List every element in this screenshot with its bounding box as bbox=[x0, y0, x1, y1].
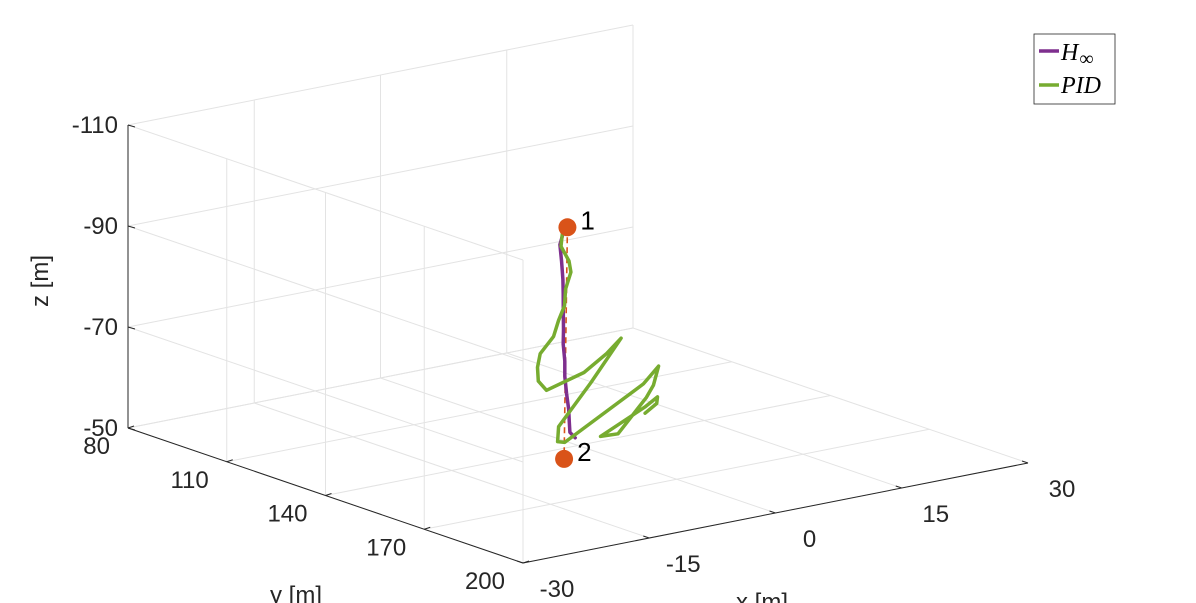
x-axis-label: x [m] bbox=[736, 589, 788, 603]
x-tick-mark bbox=[1021, 460, 1029, 464]
grid-floor-y bbox=[424, 428, 930, 530]
tick-labels: -30 -15 0 15 30 80 110 140 170 200 -110 -90 -70 -50 bbox=[72, 112, 1076, 603]
axis-lines bbox=[127, 124, 1029, 564]
x-tick-mark bbox=[643, 535, 650, 539]
legend-label-hinf: H∞ bbox=[1060, 40, 1094, 70]
y-axis-label: y [m] bbox=[270, 582, 322, 603]
waypoint-label-1: 1 bbox=[580, 205, 594, 235]
grid-sidewall-z bbox=[127, 326, 524, 463]
x-tick-mark bbox=[516, 560, 524, 564]
x-tick-label: 30 bbox=[1049, 476, 1076, 503]
grid-floor-y bbox=[325, 395, 831, 496]
data-layer: 12 bbox=[535, 205, 661, 468]
waypoint-label-2: 2 bbox=[577, 437, 591, 467]
z-tick-label: -110 bbox=[72, 112, 118, 139]
y-tick-mark bbox=[325, 493, 332, 496]
y-tick-label: 110 bbox=[170, 467, 208, 494]
z-tick-mark bbox=[127, 326, 136, 330]
y-tick-label: 140 bbox=[267, 501, 307, 528]
z-tick-mark bbox=[127, 427, 136, 431]
x-tick-mark bbox=[769, 510, 776, 514]
x-tick-label: 15 bbox=[922, 501, 949, 528]
legend-label-pid: PID bbox=[1060, 73, 1101, 99]
z-axis-label: z [m] bbox=[27, 255, 54, 307]
grid-sidewall-z bbox=[127, 225, 524, 362]
y-tick-mark bbox=[522, 560, 530, 564]
legend-box bbox=[1033, 33, 1116, 105]
x-tick-label: 0 bbox=[803, 526, 816, 553]
y-tick-mark bbox=[226, 459, 233, 463]
grid-backwall-z bbox=[127, 125, 634, 227]
grid-backwall-z bbox=[127, 226, 634, 328]
y-tick-label: 170 bbox=[366, 534, 406, 561]
grid-backwall-z bbox=[127, 24, 634, 126]
z-tick-label: -70 bbox=[83, 314, 118, 341]
y-tick-label: 200 bbox=[465, 568, 505, 595]
waypoint-marker-1 bbox=[558, 218, 577, 237]
z-tick-mark bbox=[127, 124, 136, 128]
legend: H∞ PID bbox=[1033, 33, 1116, 105]
grid-sidewall-z bbox=[127, 124, 524, 261]
y-tick-mark bbox=[424, 526, 431, 530]
grid-lines bbox=[127, 24, 1029, 564]
x-tick-mark bbox=[895, 485, 902, 489]
y-tick-label: 80 bbox=[83, 433, 110, 460]
x-tick-label: -15 bbox=[666, 551, 701, 578]
y-tick-mark bbox=[127, 425, 135, 429]
series-line-pid bbox=[535, 225, 661, 445]
z-tick-label: -90 bbox=[83, 213, 118, 240]
x-tick-label: -30 bbox=[540, 576, 575, 603]
series-line-hinf bbox=[558, 227, 577, 440]
z-tick-mark bbox=[127, 225, 136, 229]
waypoint-marker-2 bbox=[555, 449, 574, 468]
z-tick-label: -50 bbox=[83, 415, 118, 442]
